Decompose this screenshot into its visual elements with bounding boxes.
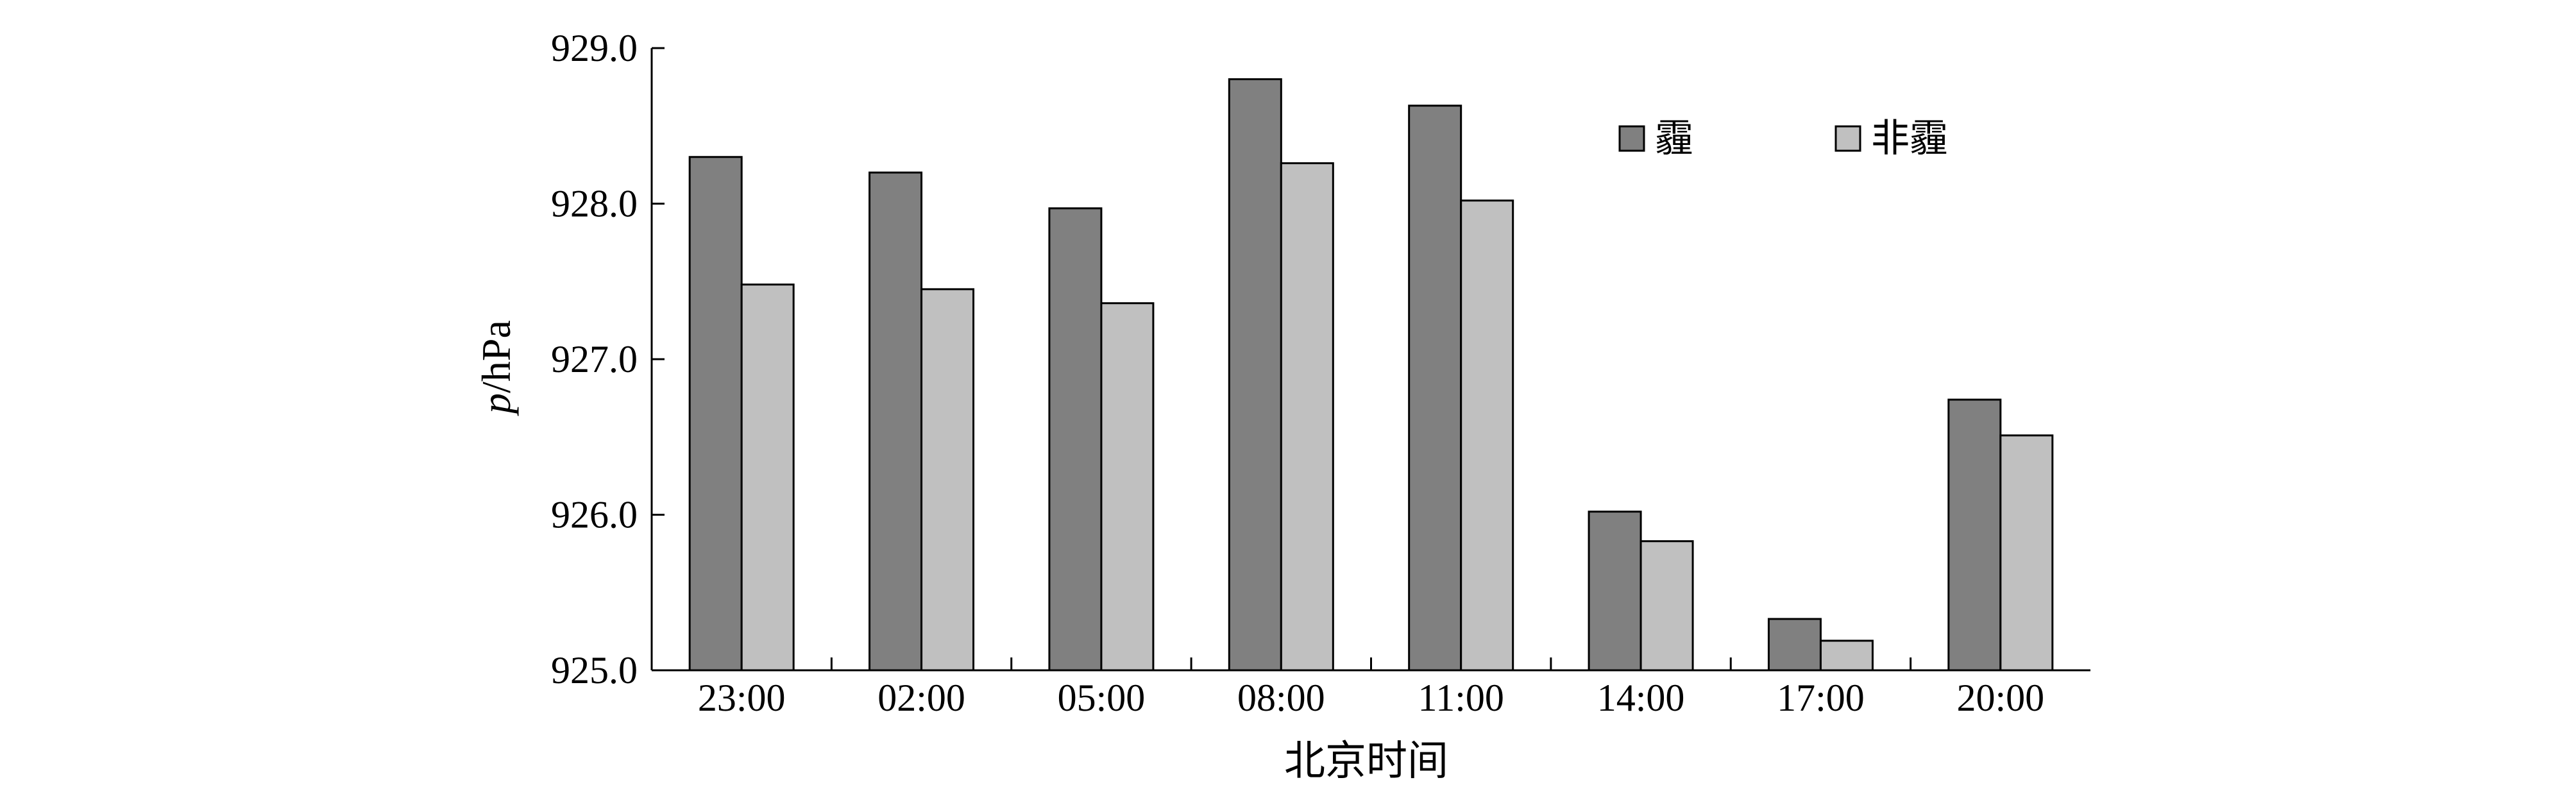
bar-non-haze [1999,434,2054,672]
x-tick-label: 14:00 [1597,677,1685,719]
bars-group [688,78,2054,672]
y-tick-label: 928.0 [551,183,638,225]
bar-non-haze [1100,302,1155,672]
legend-swatch [1835,125,1861,152]
bar-non-haze [1640,540,1694,672]
bar-non-haze [740,284,795,672]
y-tick-label: 927.0 [551,338,638,380]
y-tick-label: 929.0 [551,27,638,69]
x-axis-title: 北京时间 [1284,738,1448,784]
bar-non-haze [920,288,975,672]
bar-non-haze [1280,162,1334,672]
x-tick-label: 23:00 [698,677,786,719]
bar-haze [1408,105,1462,672]
bar-haze [1048,207,1103,672]
legend-label: 霾 [1655,117,1693,160]
legend-swatch [1618,125,1645,152]
x-tick-label: 20:00 [1956,677,2044,719]
y-tick-label: 925.0 [551,649,638,691]
x-ticks-group: 23:00 02:00 05:00 08:00 11:00 14:00 17:00 20:00 [698,657,2044,719]
y-axis-title-variable: p [473,393,519,416]
bar-haze [1947,398,2002,672]
bar-non-haze [1819,639,1874,672]
y-tick-label: 926.0 [551,494,638,536]
bar-haze [1767,618,1822,672]
bar-haze [1228,78,1282,672]
legend: 霾 非霾 [1618,117,1948,160]
bar-haze [1588,511,1642,672]
bar-haze [869,171,923,672]
x-tick-label: 02:00 [877,677,965,719]
legend-label: 非霾 [1871,117,1948,160]
x-tick-label: 08:00 [1237,677,1325,719]
x-tick-label: 17:00 [1777,677,1865,719]
x-tick-label: 05:00 [1058,677,1146,719]
y-ticks-group: 925.0 926.0 927.0 928.0 929.0 [551,27,665,691]
bar-non-haze [1460,199,1514,672]
y-axis-title-unit: /hPa [473,320,519,393]
bar-haze [688,156,743,672]
x-tick-label: 11:00 [1418,677,1504,719]
y-axis-title: p/hPa [473,320,519,416]
